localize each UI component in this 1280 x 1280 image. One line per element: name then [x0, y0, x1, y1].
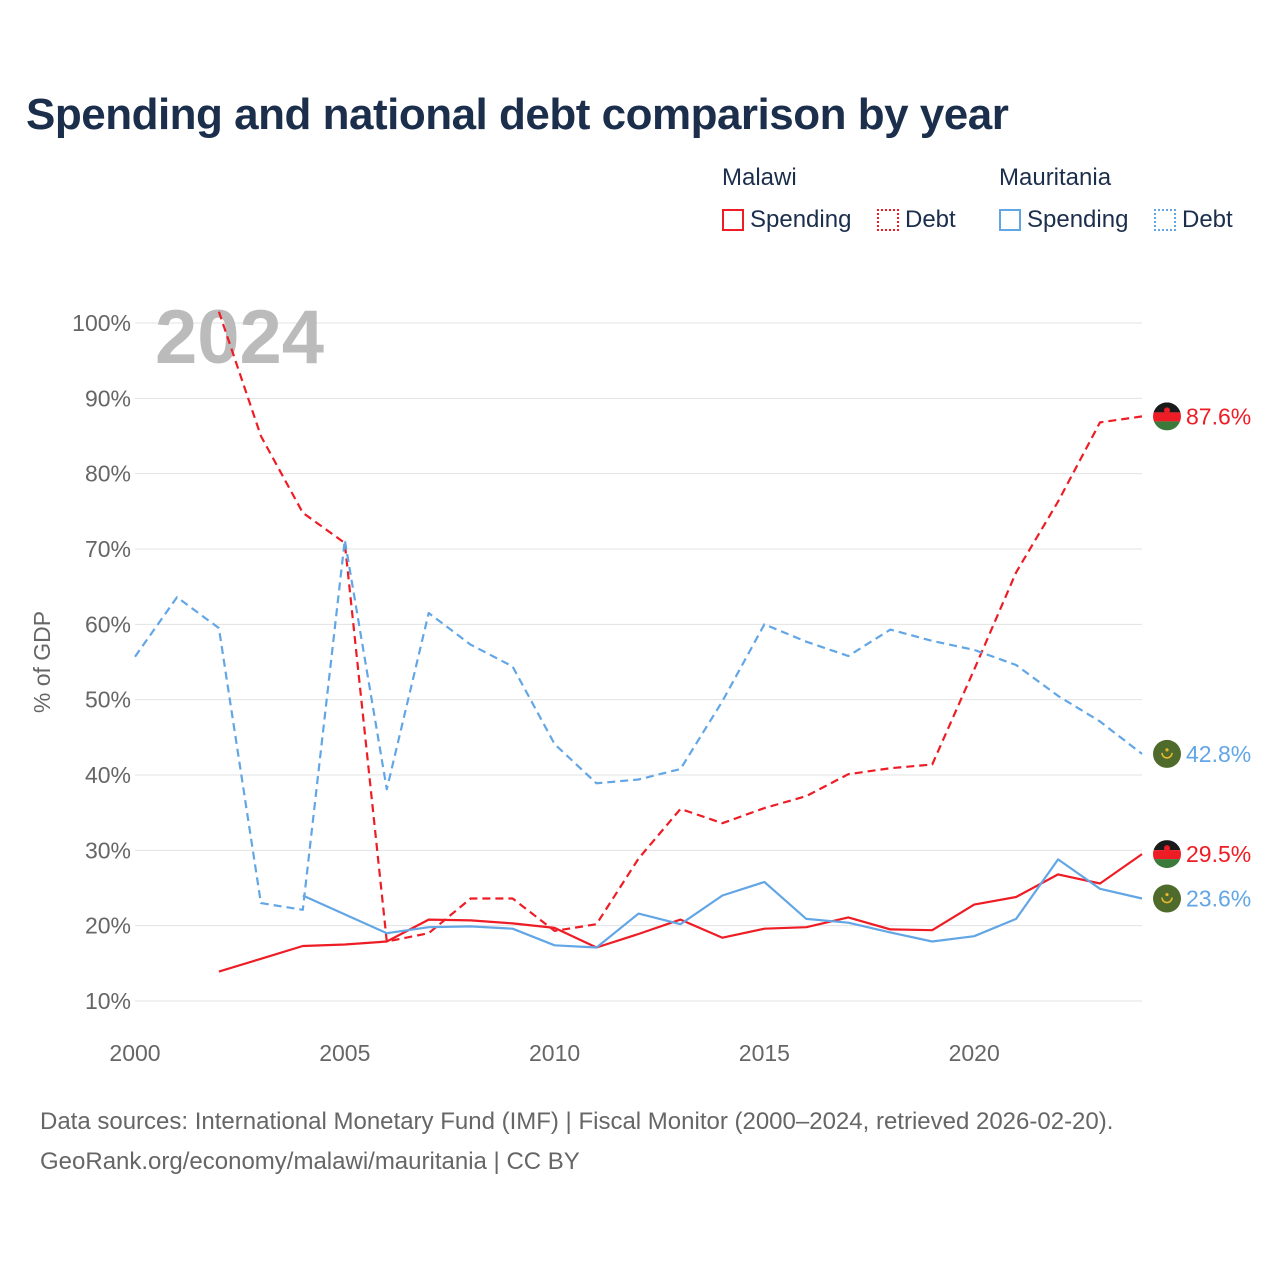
- y-axis-label: % of GDP: [29, 611, 55, 713]
- end-value-label: 87.6%: [1186, 403, 1251, 429]
- legend-group-mauritania: Mauritania: [999, 164, 1112, 191]
- legend-item-mauritania-debt[interactable]: Debt: [1154, 205, 1233, 235]
- attribution-link[interactable]: GeoRank.org/economy/malawi/mauritania | …: [40, 1148, 580, 1175]
- series-line-mauritania-debt: [134, 538, 1143, 911]
- legend-label: Spending: [750, 206, 852, 233]
- legend-label: Spending: [1027, 206, 1129, 233]
- legend-swatch-dotted: [877, 209, 899, 231]
- legend-item-malawi-debt[interactable]: Debt: [877, 205, 956, 235]
- malawi-flag-icon: [1153, 402, 1181, 431]
- x-tick-label: 2005: [319, 1040, 370, 1066]
- legend-group-malawi: Malawi: [722, 164, 797, 191]
- y-tick-label: 30%: [85, 837, 131, 863]
- end-value-label: 23.6%: [1186, 886, 1251, 912]
- x-tick-label: 2015: [739, 1040, 790, 1066]
- mauritania-flag-icon: [1153, 739, 1181, 768]
- malawi-flag-icon: [1153, 840, 1181, 869]
- year-label: 2024: [155, 295, 324, 380]
- y-tick-label: 90%: [85, 385, 131, 411]
- legend-swatch-solid: [999, 209, 1021, 231]
- y-tick-label: 80%: [85, 461, 131, 487]
- end-value-label: 29.5%: [1186, 841, 1251, 867]
- data-sources: Data sources: International Monetary Fun…: [40, 1108, 1114, 1135]
- x-tick-label: 2020: [949, 1040, 1000, 1066]
- x-tick-label: 2000: [109, 1040, 160, 1066]
- y-tick-label: 100%: [72, 310, 131, 336]
- end-value-label: 42.8%: [1186, 741, 1251, 767]
- series-line-malawi-debt: [217, 311, 1143, 943]
- series-line-mauritania-spending: [302, 858, 1143, 949]
- legend-swatch-dotted: [1154, 209, 1176, 231]
- x-tick-label: 2010: [529, 1040, 580, 1066]
- mauritania-flag-icon: [1153, 884, 1181, 913]
- legend-label: Debt: [905, 206, 956, 233]
- y-tick-label: 50%: [85, 687, 131, 713]
- y-tick-label: 20%: [85, 913, 131, 939]
- chart-title: Spending and national debt comparison by…: [26, 90, 1009, 139]
- legend-item-mauritania-spending[interactable]: Spending: [999, 205, 1128, 235]
- y-tick-label: 40%: [85, 762, 131, 788]
- y-tick-label: 10%: [85, 988, 131, 1014]
- legend-item-malawi-spending[interactable]: Spending: [722, 205, 851, 235]
- y-tick-label: 60%: [85, 611, 131, 637]
- legend-swatch-solid: [722, 209, 744, 231]
- series-line-malawi-spending: [218, 853, 1143, 973]
- y-tick-label: 70%: [85, 536, 131, 562]
- legend-label: Debt: [1182, 206, 1233, 233]
